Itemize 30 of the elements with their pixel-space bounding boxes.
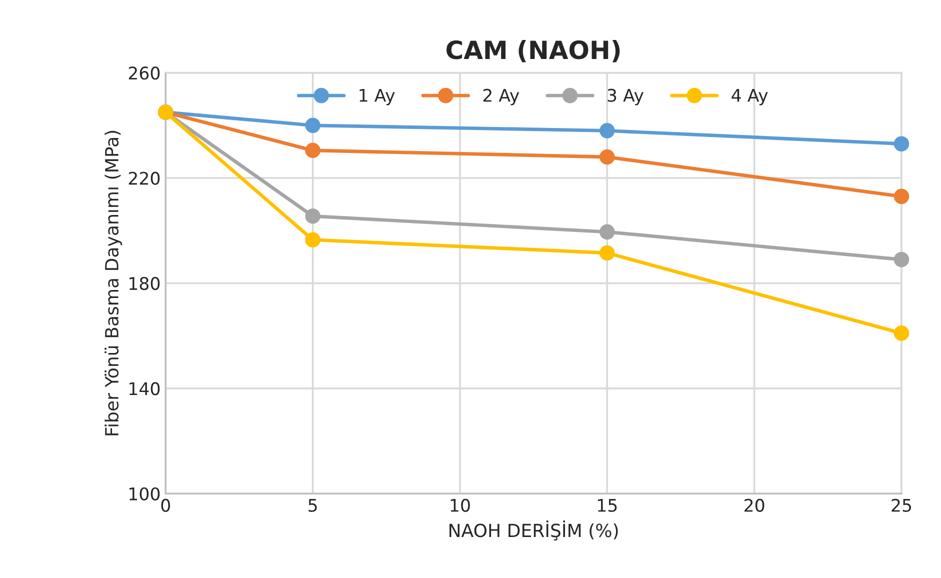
point [894,188,910,204]
x-axis-title: NAOH DERİŞİM (%) [450,520,618,541]
point [599,224,615,240]
point [305,142,320,158]
point [305,118,320,134]
point [599,123,615,138]
x-tick-label: 20 [744,498,764,512]
chart-title: CAM (NAOH) [446,40,620,62]
legend-label: 1 Ay [360,88,395,106]
point [305,232,320,248]
x-tick-label: 10 [450,498,470,512]
legend-label: 4 Ay [732,88,768,106]
y-tick-label: 140 [130,382,160,396]
point [894,326,910,341]
y-axis-title: Fiber Yönü Basma Dayanımı (MPa) [104,130,122,436]
y-tick-label: 220 [128,172,160,185]
point [599,245,615,261]
point [305,208,320,224]
y-tick-label: 180 [130,276,160,290]
x-tick-label: 25 [892,498,912,512]
point [599,149,615,165]
x-tick-label: 0 [161,498,170,512]
legend-label: 3 Ay [608,88,644,106]
x-tick-label: 5 [308,499,317,512]
legend-label: 2 Ay [483,88,520,106]
x-tick-label: 15 [598,499,617,512]
y-tick-label: 260 [128,66,160,80]
point [894,136,910,152]
y-tick-label: 100 [130,487,160,500]
point [894,252,910,268]
